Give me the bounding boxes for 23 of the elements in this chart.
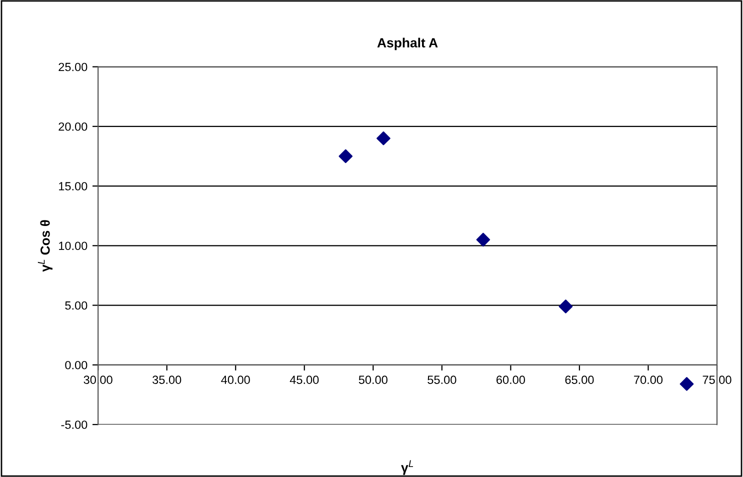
x-tick-label: 55.00 — [428, 376, 456, 384]
y-axis-title: γ$^{L}$ Cos θ — [38, 220, 52, 272]
y-tick-label: -5.00 — [61, 420, 88, 429]
x-tick-label: 35.00 — [152, 376, 182, 384]
y-tick-label: 20.00 — [58, 122, 88, 131]
y-tick-label: 15.00 — [59, 182, 88, 190]
point — [680, 377, 694, 391]
x-tick-label: 60.00 — [496, 376, 525, 384]
x-tick-label: 70.00 — [634, 376, 663, 384]
x-tick-label: 65.00 — [565, 376, 594, 384]
x-tick-label: 50.00 — [358, 376, 388, 384]
chart-title: Asphalt A — [377, 38, 438, 50]
y-tick-label: 5.00 — [65, 301, 88, 310]
point — [376, 131, 390, 146]
x-tick-label: 40.00 — [221, 376, 250, 384]
x-tick-label: 45.00 — [290, 376, 319, 384]
point — [338, 149, 353, 164]
y-tick-label: 0.00 — [65, 360, 88, 370]
point — [476, 232, 490, 247]
y-tick-label: 10.00 — [59, 242, 88, 250]
point — [558, 300, 573, 314]
x-axis-title: γ$^{L}$ — [401, 460, 414, 475]
y-tick-label: 25.00 — [58, 62, 88, 72]
